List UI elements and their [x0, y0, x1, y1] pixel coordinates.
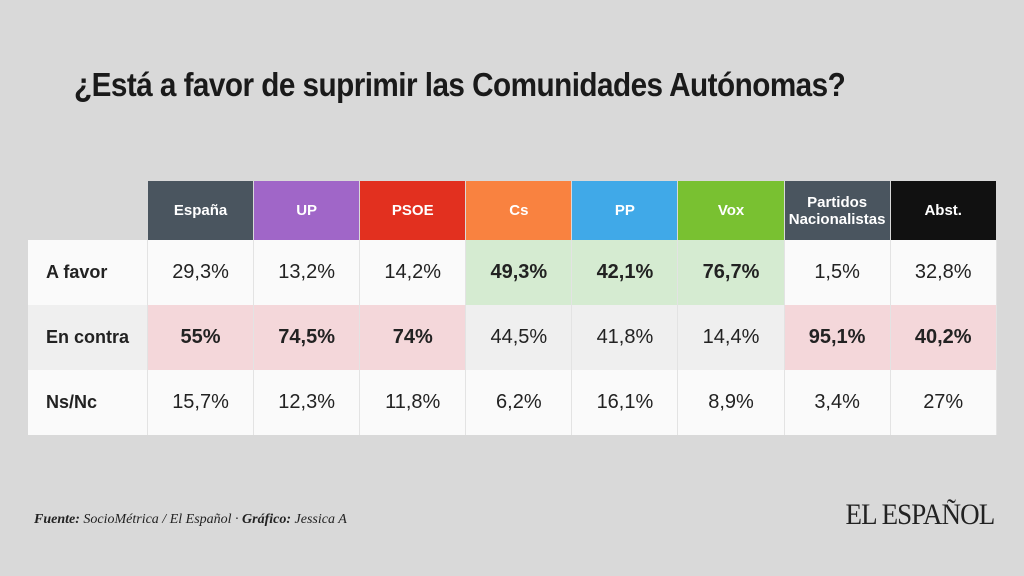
cell-value: 44,5% [466, 305, 573, 370]
cell-value: 1,5% [784, 240, 891, 305]
credit-label: Gráfico: [242, 512, 292, 527]
cell-value: 29,3% [148, 240, 255, 305]
cell-value: 41,8% [572, 305, 679, 370]
credit: Jessica A [291, 512, 347, 527]
cell-value: 74,5% [254, 305, 361, 370]
cell-value: 95,1% [784, 305, 891, 370]
cell-value: 14,2% [360, 240, 467, 305]
cell-value: 12,3% [254, 370, 361, 435]
cell-value: 55% [148, 305, 255, 370]
source-label: Fuente: [34, 512, 80, 527]
row-label: Ns/Nc [28, 370, 148, 435]
column-header: Abst. [890, 181, 997, 240]
column-header: PSOE [360, 181, 467, 240]
row-label: A favor [28, 240, 148, 305]
cell-value: 42,1% [572, 240, 679, 305]
source: SocioMétrica / El Español · [79, 512, 243, 527]
table: España UP PSOE Cs PP Vox Partidos Nacionalista… [28, 181, 997, 435]
cell-value: 11,8% [360, 370, 467, 435]
column-header: Cs [466, 181, 573, 240]
cell-value: 15,7% [148, 370, 255, 435]
row-label: En contra [28, 305, 148, 370]
cell-value: 32,8% [890, 240, 997, 305]
corner [28, 181, 148, 240]
cell-value: 27% [890, 370, 997, 435]
cell-value: 49,3% [466, 240, 573, 305]
column-header: Partidos Nacionalistas [784, 181, 891, 240]
cell-value: 74% [360, 305, 467, 370]
title: ¿Está a favor de suprimir las Comunidade… [74, 66, 846, 103]
cell-value: 76,7% [678, 240, 785, 305]
cell-value: 8,9% [678, 370, 785, 435]
cell-value: 40,2% [890, 305, 997, 370]
logo: EL ESPAÑOL [845, 498, 995, 531]
footer: Fuente: SocioMétrica / El Español · Gráf… [34, 512, 347, 528]
column-header: PP [572, 181, 679, 240]
cell-value: 16,1% [572, 370, 679, 435]
cell-value: 6,2% [466, 370, 573, 435]
column-header: UP [254, 181, 361, 240]
column-header: España [148, 181, 255, 240]
column-header: Vox [678, 181, 785, 240]
cell-value: 13,2% [254, 240, 361, 305]
cell-value: 14,4% [678, 305, 785, 370]
cell-value: 3,4% [784, 370, 891, 435]
